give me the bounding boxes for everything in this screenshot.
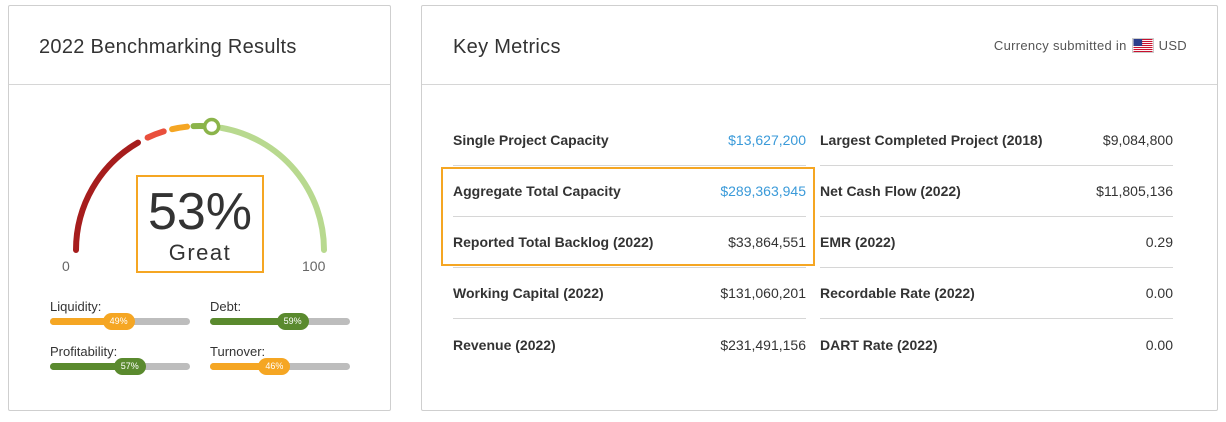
metric-recordable-rate: Recordable Rate (2022) 0.00 [820, 268, 1173, 319]
indicator-percent: 49% [102, 313, 135, 330]
benchmarking-title: 2022 Benchmarking Results [39, 36, 297, 58]
indicator-liquidity: Liquidity: 49% [50, 299, 190, 330]
metric-revenue: Revenue (2022) $231,491,156 [453, 319, 806, 370]
metric-working-capital: Working Capital (2022) $131,060,201 [453, 268, 806, 319]
metric-label: Reported Total Backlog (2022) [453, 234, 654, 250]
us-flag-icon [1131, 38, 1154, 53]
currency-code: USD [1158, 38, 1187, 53]
metric-label: Recordable Rate (2022) [820, 285, 975, 301]
indicator-fill [210, 318, 293, 325]
currency-indicator: Currency submitted in USD [994, 38, 1187, 53]
indicator-track: 46% [210, 358, 350, 375]
indicator-label: Liquidity: [50, 299, 102, 314]
metric-label: Net Cash Flow (2022) [820, 183, 961, 199]
metric-value: 0.00 [1145, 336, 1173, 353]
metric-value-link[interactable]: $289,363,945 [720, 183, 806, 199]
gauge-max-label: 100 [302, 258, 326, 274]
indicator-turnover: Turnover: 46% [210, 344, 350, 375]
indicator-percent: 46% [258, 358, 291, 375]
benchmarking-header: 2022 Benchmarking Results [9, 6, 390, 85]
metric-label: Largest Completed Project (2018) [820, 132, 1043, 148]
metric-largest-completed-project: Largest Completed Project (2018) $9,084,… [820, 115, 1173, 166]
indicator-debt: Debt: 59% [210, 299, 350, 330]
currency-prefix: Currency submitted in [993, 38, 1127, 53]
indicator-track: 49% [50, 313, 190, 330]
metric-value: 0.00 [1145, 285, 1173, 301]
gauge-segment-great [218, 124, 327, 253]
indicator-track: 59% [210, 313, 350, 330]
indicator-track: 57% [50, 358, 190, 375]
metric-label: EMR (2022) [820, 234, 896, 250]
indicator-label: Turnover: [210, 344, 266, 359]
gauge-segment-low [144, 128, 167, 141]
metric-value: 0.29 [1145, 234, 1173, 250]
score-gauge [73, 117, 327, 253]
metric-aggregate-total-capacity: Aggregate Total Capacity $289,363,945 [453, 166, 806, 217]
metric-value: $33,864,551 [728, 234, 806, 250]
key-metrics-header: Key Metrics Currency submitted in USD [422, 6, 1217, 85]
highlight-box [441, 167, 815, 266]
metric-reported-total-backlog: Reported Total Backlog (2022) $33,864,55… [453, 217, 806, 268]
key-metrics-title: Key Metrics [453, 36, 561, 58]
indicator-percent: 59% [276, 313, 309, 330]
metric-value-link[interactable]: $13,627,200 [728, 132, 806, 148]
indicator-label: Debt: [210, 299, 242, 314]
indicator-percent: 57% [113, 358, 146, 375]
indicator-profitability: Profitability: 57% [50, 344, 190, 375]
metric-label: Single Project Capacity [453, 132, 609, 148]
metric-label: Revenue (2022) [453, 336, 556, 353]
metric-value: $11,805,136 [1096, 183, 1173, 199]
score-value: 53% [147, 183, 253, 241]
metric-label: Working Capital (2022) [453, 285, 604, 301]
metric-value: $9,084,800 [1102, 132, 1173, 148]
metric-value: $131,060,201 [720, 285, 806, 301]
gauge-segment-fair [169, 123, 191, 133]
metric-label: DART Rate (2022) [820, 336, 938, 353]
metric-label: Aggregate Total Capacity [453, 183, 621, 199]
score-rating: Great [168, 240, 232, 265]
indicator-label: Profitability: [50, 344, 118, 359]
indicator-fill [50, 363, 130, 370]
metric-net-cash-flow: Net Cash Flow (2022) $11,805,136 [820, 166, 1173, 217]
gauge-segment-poor [73, 139, 141, 253]
indicator-fill [210, 363, 275, 370]
gauge-min-label: 0 [62, 258, 70, 274]
metric-emr: EMR (2022) 0.29 [820, 217, 1173, 268]
metric-dart-rate: DART Rate (2022) 0.00 [820, 319, 1173, 370]
metric-single-project-capacity: Single Project Capacity $13,627,200 [453, 115, 806, 166]
score-box: 53% Great [136, 175, 264, 273]
benchmarking-card: 2022 Benchmarking Results 53% Great 0 10… [8, 5, 391, 411]
key-metrics-card: Key Metrics Currency submitted in USD Si… [421, 5, 1218, 411]
indicator-fill [50, 318, 119, 325]
metric-value: $231,491,156 [720, 336, 806, 353]
gauge-marker [202, 117, 221, 136]
